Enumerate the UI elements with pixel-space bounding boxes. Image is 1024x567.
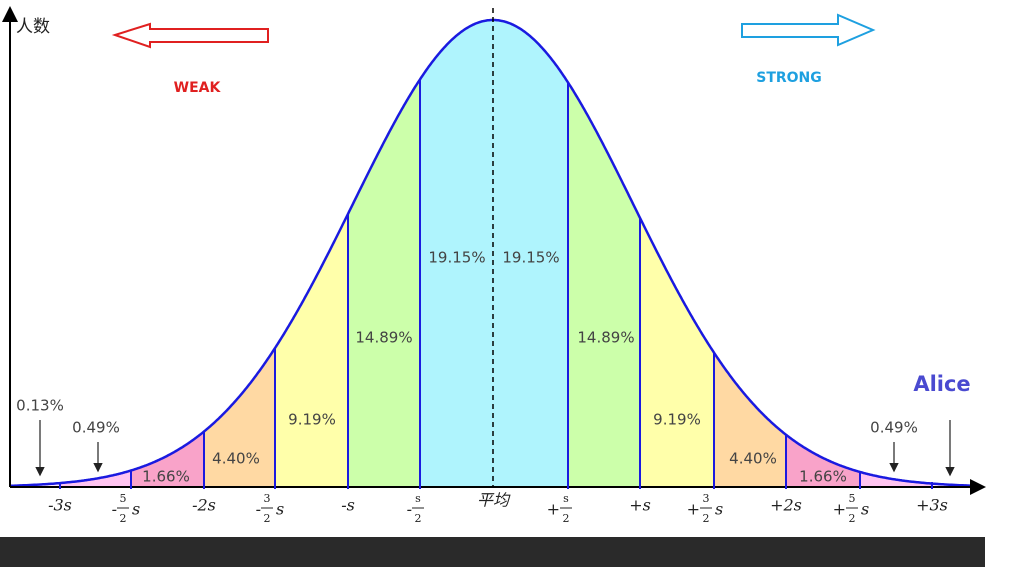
pct-label: 9.19% — [288, 411, 336, 429]
pct-label: 14.89% — [577, 329, 634, 347]
pct-label: 1.66% — [142, 468, 190, 486]
x-tick-numerator: 3 — [264, 492, 271, 505]
x-tick-symbol: s — [276, 500, 284, 519]
band — [640, 217, 714, 487]
pct-label: 4.40% — [729, 450, 777, 468]
x-tick-numerator: s — [415, 492, 421, 505]
x-tick-sign: + — [833, 500, 846, 519]
x-tick-denominator: 2 — [563, 512, 570, 525]
x-tick-numerator: 5 — [849, 492, 856, 505]
distribution-bands — [10, 18, 976, 488]
y-axis-label: 人数 — [16, 17, 50, 37]
x-tick-label: +3s — [916, 496, 948, 515]
weak-arrow — [111, 22, 269, 49]
x-tick-numerator: s — [563, 492, 569, 505]
pct-label: 0.49% — [870, 419, 918, 437]
x-tick-denominator: 2 — [849, 512, 856, 525]
x-tick-denominator: 2 — [264, 512, 271, 525]
x-tick-denominator: 2 — [120, 512, 127, 525]
x-tick-symbol: s — [132, 500, 140, 519]
x-tick-sign: + — [687, 500, 700, 519]
x-tick-denominator: 2 — [415, 512, 422, 525]
pct-label: 19.15% — [428, 249, 485, 267]
band — [568, 82, 640, 488]
band — [204, 348, 275, 487]
pct-label: 1.66% — [799, 468, 847, 486]
pct-label: 14.89% — [355, 329, 412, 347]
strong-label: STRONG — [756, 70, 822, 86]
x-tick-numerator: 3 — [703, 492, 710, 505]
band — [420, 20, 568, 487]
band — [275, 213, 348, 487]
strong-arrow — [741, 13, 876, 47]
x-tick-label: -3s — [48, 496, 72, 515]
x-tick-label: -2s — [192, 496, 216, 515]
x-tick-label: 平均 — [477, 491, 511, 510]
x-tick-label: -s — [341, 496, 355, 515]
x-tick-symbol: s — [715, 500, 723, 519]
x-tick-sign: - — [256, 500, 261, 519]
x-tick-sign: - — [407, 500, 412, 519]
x-tick-denominator: 2 — [703, 512, 710, 525]
pct-label: 9.19% — [653, 411, 701, 429]
x-tick-label: +s — [629, 496, 651, 515]
band — [714, 352, 786, 487]
name-label: Alice — [913, 372, 970, 396]
pct-label: 0.49% — [72, 419, 120, 437]
x-tick-sign: + — [547, 500, 560, 519]
x-tick-label: +2s — [770, 496, 802, 515]
x-tick-sign: - — [112, 500, 117, 519]
bottom-bar — [0, 537, 985, 567]
x-tick-numerator: 5 — [120, 492, 127, 505]
pct-label: 0.13% — [16, 397, 64, 415]
weak-label: WEAK — [174, 80, 222, 96]
band — [348, 79, 420, 488]
pct-label: 4.40% — [212, 450, 260, 468]
band — [860, 472, 932, 487]
pct-label: 19.15% — [502, 249, 559, 267]
x-tick-symbol: s — [861, 500, 869, 519]
